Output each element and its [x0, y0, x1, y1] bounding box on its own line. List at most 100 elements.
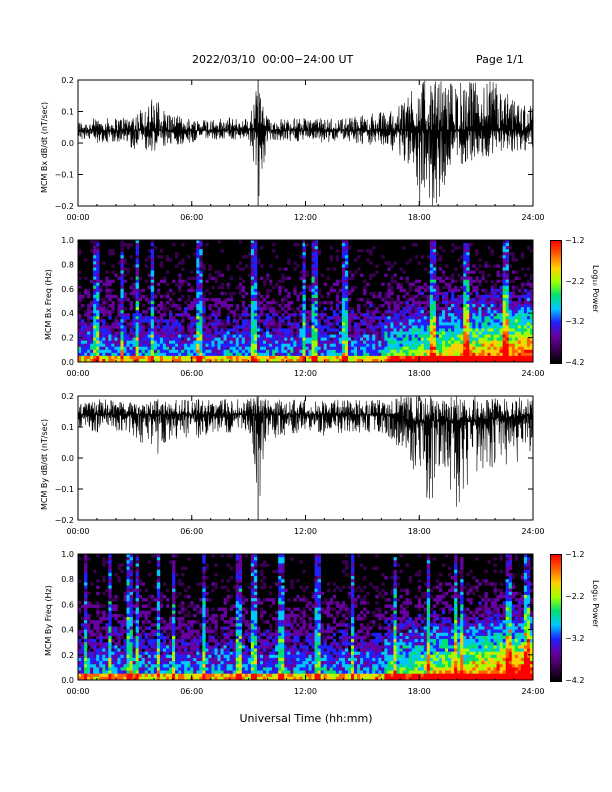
- spectrogram-cell: [111, 673, 115, 678]
- spectrogram-cell: [266, 291, 270, 296]
- spectrogram-cell: [417, 343, 422, 348]
- spectrogram-cell: [396, 319, 400, 323]
- spectrogram-cell: [102, 654, 106, 659]
- spectrogram-cell: [253, 340, 258, 344]
- spectrogram-cell: [187, 282, 191, 287]
- spectrogram-cell: [420, 352, 425, 357]
- spectrogram-cell: [435, 331, 440, 335]
- spectrogram-cell: [114, 670, 118, 674]
- spectrogram-cell: [156, 334, 161, 338]
- spectrogram-cell: [162, 307, 167, 311]
- spectrogram-cell: [111, 279, 115, 283]
- spectrogram-cell: [335, 319, 340, 323]
- spectrogram-cell: [220, 358, 224, 363]
- spectrogram-cell: [378, 316, 382, 320]
- spectrogram-cell: [466, 310, 470, 314]
- spectrogram-cell: [211, 349, 215, 354]
- spectrogram-cell: [135, 569, 139, 574]
- spectrogram-cell: [402, 346, 406, 351]
- spectrogram-cell: [169, 331, 173, 335]
- spectrogram-cell: [87, 661, 91, 665]
- spectrogram-cell: [117, 654, 121, 659]
- spectrogram-cell: [502, 334, 506, 338]
- spectrogram-cell: [120, 304, 124, 308]
- spectrogram-cell: [141, 673, 146, 678]
- spectrogram-cell: [99, 328, 103, 332]
- spectrogram-cell: [347, 340, 352, 344]
- spectrogram-cell: [159, 346, 164, 351]
- spectrogram-cell: [138, 642, 142, 646]
- spectrogram-cell: [481, 313, 485, 317]
- spectrogram-cell: [438, 346, 443, 351]
- spectrogram-cell: [111, 670, 115, 674]
- spectrogram-cell: [238, 340, 243, 344]
- spectrogram-cell: [78, 673, 82, 678]
- spectrogram-cell: [390, 279, 394, 283]
- spectrogram-cell: [120, 340, 124, 344]
- spectrogram-cell: [132, 642, 136, 646]
- spectrogram-cell: [517, 337, 522, 341]
- spectrogram-cell: [159, 316, 164, 320]
- spectrogram-cell: [214, 304, 218, 308]
- spectrogram-cell: [244, 322, 249, 326]
- spectrogram-cell: [84, 651, 88, 656]
- spectrogram-cell: [202, 301, 206, 305]
- spectrogram-cell: [372, 349, 376, 354]
- spectrogram-cell: [496, 331, 500, 335]
- spectrogram-cell: [311, 294, 315, 299]
- spectrogram-cell: [193, 346, 197, 351]
- spectrogram-cell: [84, 676, 88, 681]
- spectrogram-cell: [165, 270, 170, 274]
- spectrogram-cell: [417, 331, 422, 335]
- spectrogram-cell: [202, 601, 206, 605]
- spectrogram-cell: [408, 337, 412, 341]
- spectrogram-cell: [438, 328, 443, 332]
- spectrogram-cell: [475, 358, 479, 363]
- spectrogram-cell: [284, 358, 288, 363]
- spectrogram-cell: [335, 301, 340, 305]
- spectrogram-cell: [466, 331, 470, 335]
- spectrogram-cell: [484, 297, 488, 302]
- spectrogram-cell: [229, 340, 233, 344]
- spectrogram-cell: [90, 240, 94, 244]
- spectrogram-cell: [165, 301, 170, 305]
- spectrogram-cell: [514, 337, 519, 341]
- spectrogram-cell: [217, 343, 221, 348]
- spectrogram-cell: [172, 566, 176, 571]
- spectrogram-cell: [387, 285, 391, 290]
- spectrogram-cell: [405, 346, 409, 351]
- spectrogram-cell: [196, 670, 200, 674]
- spectrogram-cell: [229, 297, 233, 302]
- spectrogram-cell: [172, 576, 176, 580]
- spectrogram-cell: [378, 319, 382, 323]
- spectrogram-cell: [108, 664, 112, 668]
- spectrogram-cell: [135, 337, 139, 341]
- spectrogram-cell: [129, 667, 133, 671]
- spectrogram-cell: [296, 243, 300, 247]
- spectrogram-cell: [96, 642, 100, 646]
- spectrogram-cell: [466, 304, 470, 308]
- spectrogram-cell: [172, 645, 176, 649]
- spectrogram-cell: [451, 319, 455, 323]
- spectrogram-cell: [281, 316, 285, 320]
- spectrogram-cell: [178, 645, 182, 649]
- spectrogram-cell: [181, 325, 185, 329]
- spectrogram-cell: [126, 554, 130, 558]
- spectrogram-cell: [347, 270, 352, 274]
- spectrogram-cell: [129, 664, 133, 668]
- spectrogram-cell: [181, 673, 185, 678]
- spectrogram-cell: [102, 340, 106, 344]
- spectrogram-cell: [138, 355, 142, 360]
- spectrogram-cell: [202, 598, 206, 602]
- spectrogram-cell: [156, 291, 161, 296]
- spectrogram-cell: [187, 343, 191, 348]
- spectrogram-cell: [445, 282, 449, 287]
- spectrogram-cell: [99, 642, 103, 646]
- spectrogram-cell: [220, 249, 224, 253]
- spectrogram-cell: [244, 340, 249, 344]
- spectrogram-cell: [178, 610, 182, 615]
- spectrogram-cell: [363, 349, 367, 354]
- bx-trace-xtick-label: 24:00: [521, 213, 544, 222]
- spectrogram-cell: [463, 288, 467, 293]
- spectrogram-cell: [463, 331, 467, 335]
